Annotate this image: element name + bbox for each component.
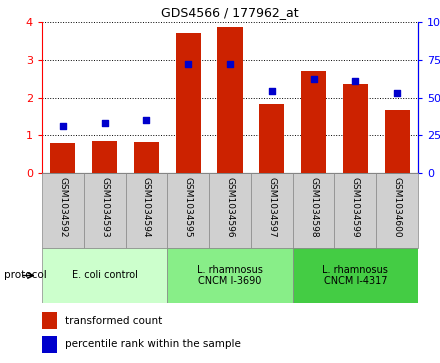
Bar bbox=[209, 173, 251, 248]
Bar bbox=[50, 143, 75, 173]
Text: L. rhamnosus
CNCM I-4317: L. rhamnosus CNCM I-4317 bbox=[323, 265, 388, 286]
Bar bbox=[42, 311, 57, 329]
Text: L. rhamnosus
CNCM I-3690: L. rhamnosus CNCM I-3690 bbox=[197, 265, 263, 286]
Bar bbox=[42, 248, 167, 303]
Bar bbox=[42, 173, 84, 248]
Point bbox=[59, 123, 66, 129]
Text: GSM1034594: GSM1034594 bbox=[142, 177, 151, 237]
Bar bbox=[343, 84, 368, 173]
Point bbox=[268, 89, 275, 94]
Point bbox=[352, 78, 359, 84]
Point bbox=[143, 117, 150, 123]
Text: GSM1034595: GSM1034595 bbox=[184, 177, 193, 237]
Bar bbox=[293, 248, 418, 303]
Bar bbox=[293, 173, 334, 248]
Point bbox=[101, 120, 108, 126]
Bar bbox=[217, 26, 242, 173]
Bar bbox=[251, 173, 293, 248]
Point bbox=[227, 61, 234, 67]
Bar bbox=[134, 142, 159, 173]
Bar bbox=[92, 141, 117, 173]
Title: GDS4566 / 177962_at: GDS4566 / 177962_at bbox=[161, 7, 299, 20]
Bar bbox=[125, 173, 167, 248]
Bar bbox=[42, 335, 57, 353]
Bar bbox=[176, 33, 201, 173]
Text: GSM1034592: GSM1034592 bbox=[59, 177, 67, 237]
Bar bbox=[84, 173, 125, 248]
Text: percentile rank within the sample: percentile rank within the sample bbox=[65, 339, 240, 349]
Bar bbox=[167, 173, 209, 248]
Text: GSM1034600: GSM1034600 bbox=[392, 177, 402, 237]
Bar bbox=[376, 173, 418, 248]
Text: GSM1034596: GSM1034596 bbox=[225, 177, 235, 237]
Text: GSM1034593: GSM1034593 bbox=[100, 177, 109, 237]
Text: transformed count: transformed count bbox=[65, 315, 162, 326]
Text: GSM1034597: GSM1034597 bbox=[267, 177, 276, 237]
Bar bbox=[334, 173, 376, 248]
Text: protocol: protocol bbox=[4, 270, 47, 281]
Bar bbox=[385, 110, 410, 173]
Bar bbox=[301, 71, 326, 173]
Text: GSM1034598: GSM1034598 bbox=[309, 177, 318, 237]
Text: GSM1034599: GSM1034599 bbox=[351, 177, 360, 237]
Text: E. coli control: E. coli control bbox=[72, 270, 138, 281]
Point bbox=[310, 77, 317, 82]
Point bbox=[185, 61, 192, 67]
Bar bbox=[167, 248, 293, 303]
Point bbox=[394, 90, 401, 96]
Bar bbox=[259, 104, 284, 173]
